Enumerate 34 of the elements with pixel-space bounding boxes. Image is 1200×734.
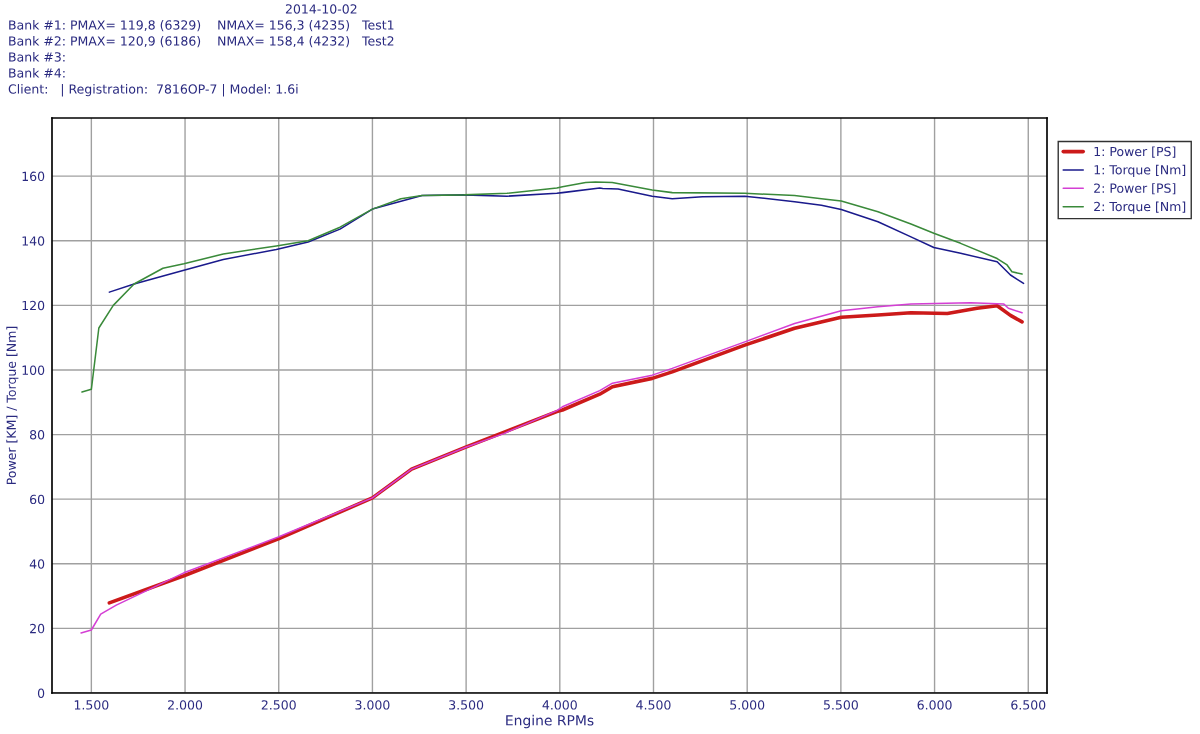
legend-label: 1: Power [PS] — [1094, 146, 1176, 158]
x-axis-title: Engine RPMs — [506, 714, 594, 729]
x-tick-label: 1.500 — [74, 700, 109, 710]
x-tick-label: 5.500 — [823, 700, 858, 710]
y-tick-label: 40 — [29, 559, 45, 569]
legend-label: 1: Torque [Nm] — [1094, 164, 1186, 177]
x-tick-label: 5.000 — [730, 700, 765, 710]
text: Bank #3: — [9, 52, 65, 62]
x-tick-label: 3.500 — [449, 700, 484, 710]
x-tick-label: 6.000 — [917, 700, 952, 710]
x-tick-label: 6.500 — [1011, 700, 1046, 710]
x-tick-label: 4.500 — [636, 700, 671, 710]
text: Bank #1: PMAX= 119,8 (6329) NMAX= 156,3 (4235) Test1 — [9, 20, 394, 32]
text: Bank #4: — [9, 68, 65, 78]
text: Bank #2: PMAX= 120,9 (6186) NMAX= 158,4 (4232) Test2 — [9, 36, 394, 48]
x-tick-label: 2.500 — [261, 700, 296, 710]
text: Client: | Registration: 7816OP-7 | Model: 1.6i — [8, 84, 298, 97]
legend-label: 2: Power [PS] — [1094, 183, 1176, 195]
x-tick-label: 3.000 — [355, 700, 390, 710]
y-tick-label: 80 — [30, 430, 45, 440]
y-tick-label: 160 — [22, 171, 45, 182]
line-series — [81, 181, 1023, 393]
y-tick-label: 20 — [30, 623, 45, 634]
y-tick-label: 0 — [37, 688, 45, 698]
text: 2014-10-02 — [285, 4, 357, 14]
y-tick-label: 60 — [30, 494, 45, 505]
y-tick-label: 140 — [22, 236, 45, 246]
legend-label: 2: Torque [Nm] — [1094, 201, 1186, 214]
x-tick-label: 2.000 — [168, 700, 203, 710]
y-tick-label: 120 — [22, 300, 45, 311]
y-tick-label: 100 — [22, 365, 45, 375]
line-series — [108, 187, 1025, 293]
x-tick-label: 4.000 — [542, 700, 577, 710]
y-axis-title: Power [KM] / Torque [Nm] — [6, 326, 19, 485]
